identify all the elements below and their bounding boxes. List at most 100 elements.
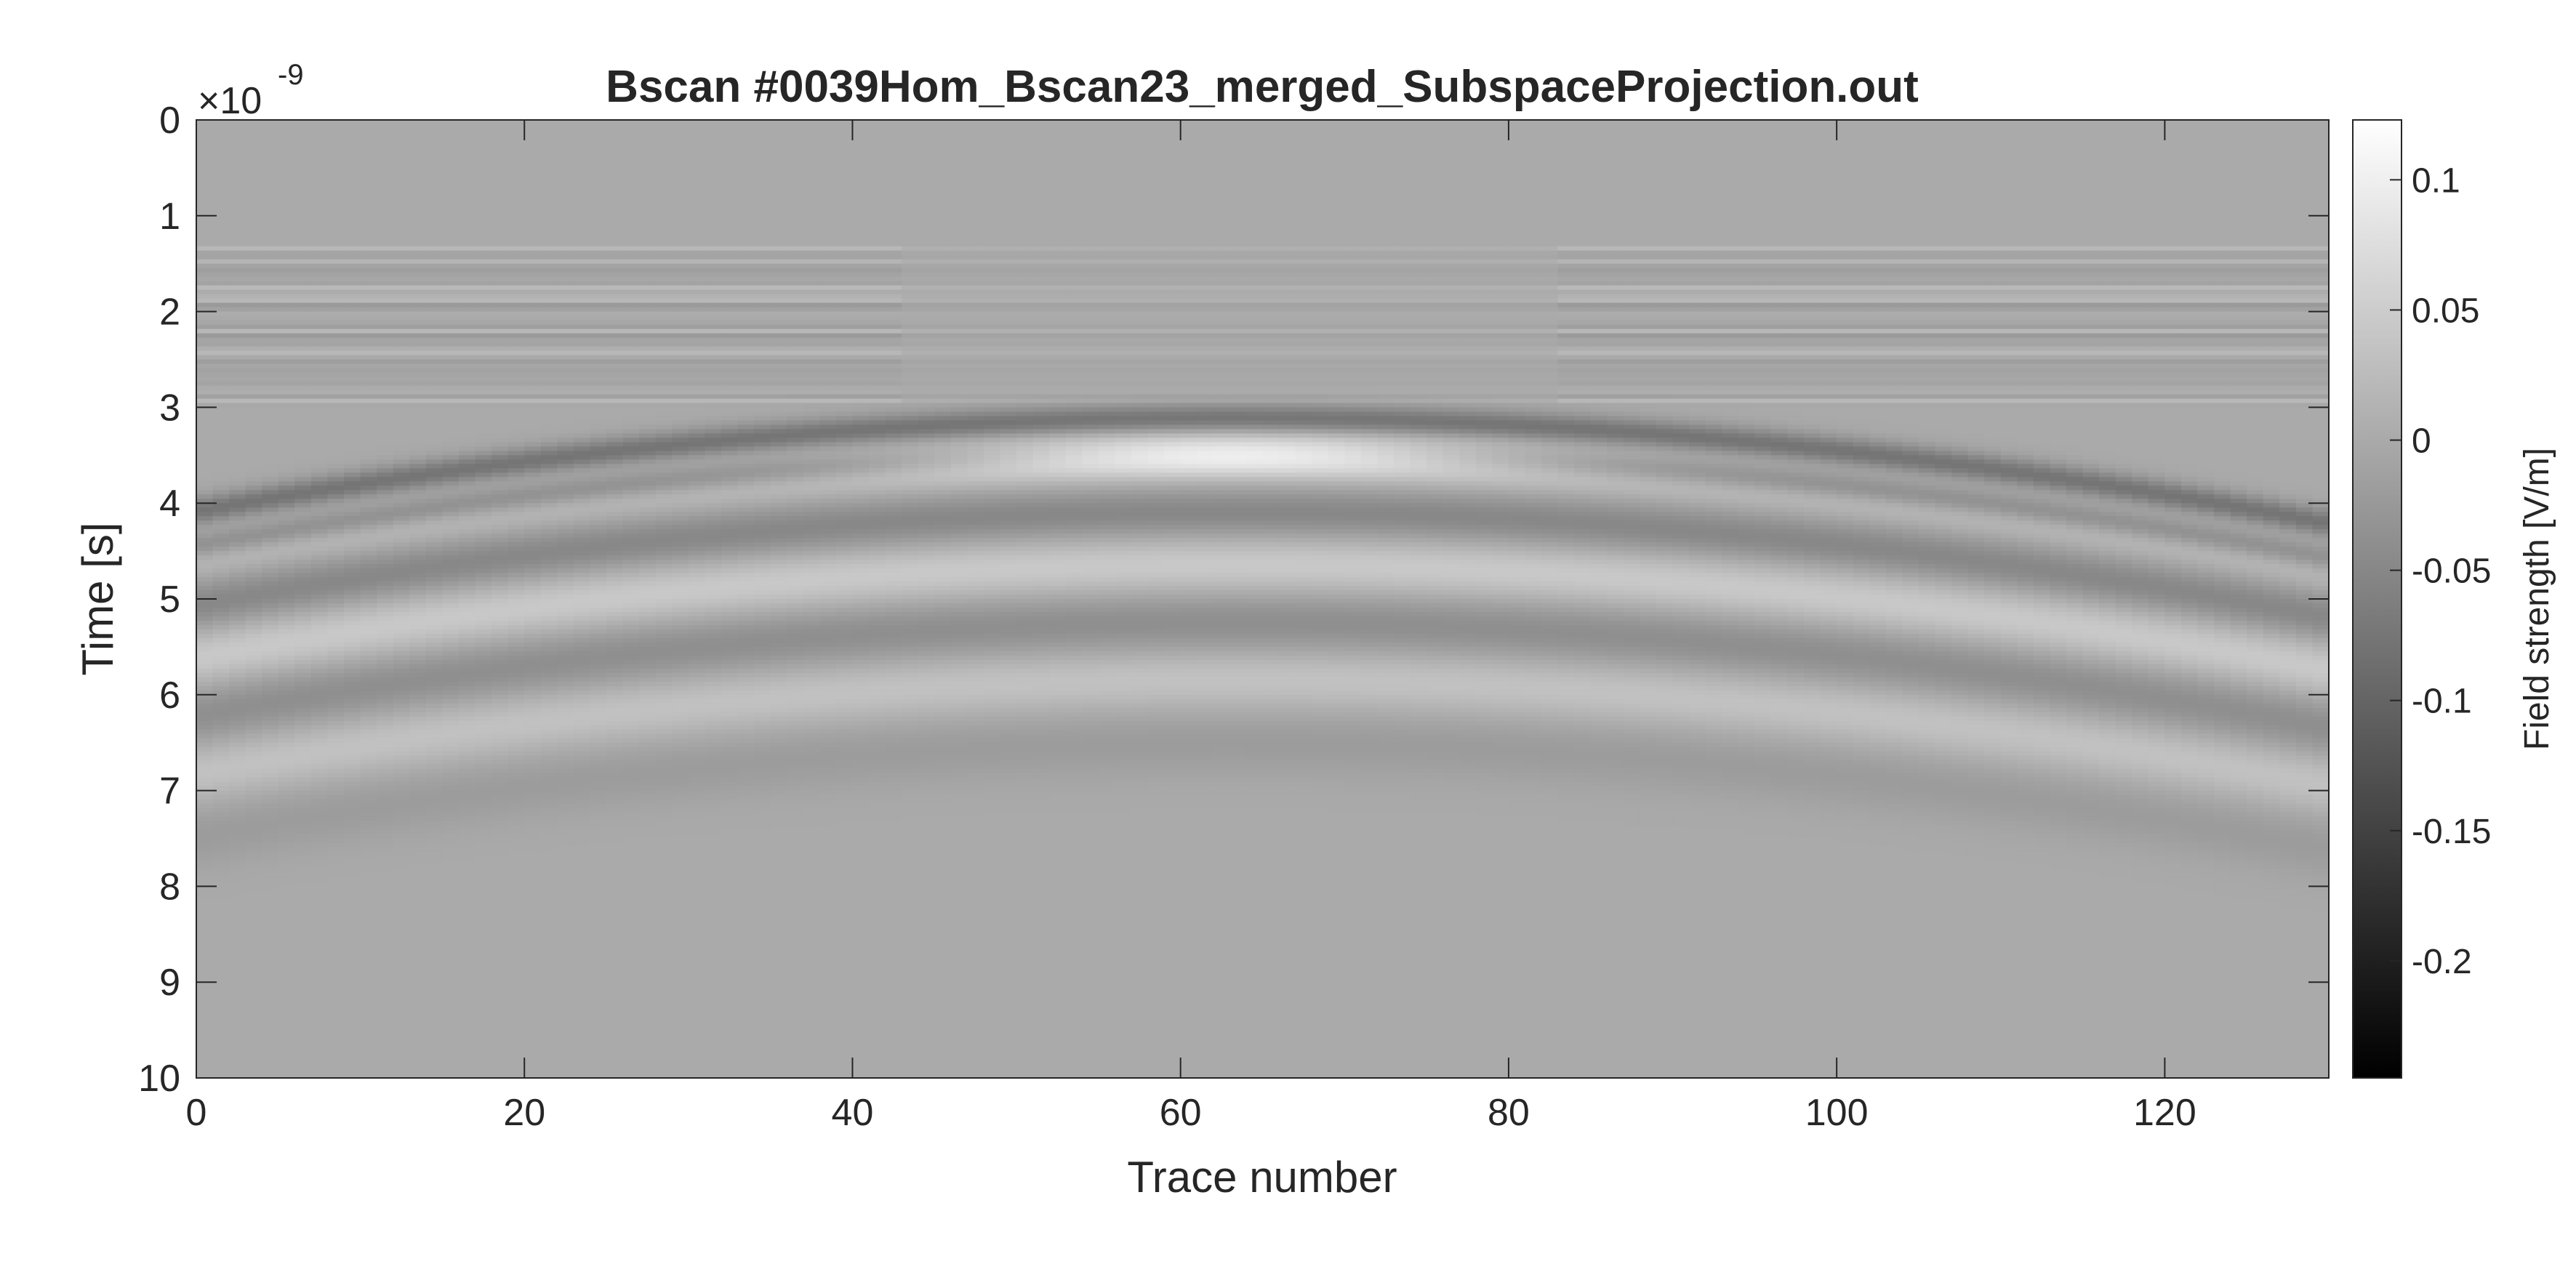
heatmap-cell xyxy=(294,137,312,142)
heatmap-cell xyxy=(294,1065,312,1070)
heatmap-cell xyxy=(229,1034,246,1039)
heatmap-cell xyxy=(377,394,394,400)
heatmap-cell xyxy=(557,742,574,748)
heatmap-cell xyxy=(524,995,542,1000)
heatmap-cell xyxy=(458,995,476,1000)
heatmap-cell xyxy=(442,991,460,996)
heatmap-cell xyxy=(360,150,377,156)
heatmap-cell xyxy=(409,777,427,783)
heatmap-cell xyxy=(196,206,214,212)
heatmap-cell xyxy=(377,560,394,565)
heatmap-cell xyxy=(409,908,427,914)
heatmap-cell xyxy=(360,193,377,199)
heatmap-cell xyxy=(475,547,492,552)
heatmap-cell xyxy=(212,472,230,478)
heatmap-cell xyxy=(360,903,377,909)
heatmap-cell xyxy=(425,377,444,382)
heatmap-cell xyxy=(475,860,492,866)
heatmap-cell xyxy=(327,464,345,470)
heatmap-cell xyxy=(245,193,263,199)
heatmap-cell xyxy=(442,150,460,156)
heatmap-cell xyxy=(409,821,427,826)
heatmap-cell xyxy=(212,577,230,582)
heatmap-cell xyxy=(278,285,296,291)
heatmap-cell xyxy=(425,646,444,652)
heatmap-cell xyxy=(393,1034,411,1039)
heatmap-cell xyxy=(278,729,296,735)
heatmap-cell xyxy=(212,241,230,247)
heatmap-cell xyxy=(442,838,460,844)
heatmap-cell xyxy=(344,499,361,504)
heatmap-cell xyxy=(310,180,329,186)
heatmap-cell xyxy=(360,555,377,560)
heatmap-cell xyxy=(377,790,394,796)
heatmap-cell xyxy=(294,581,312,587)
heatmap-cell xyxy=(393,808,411,813)
heatmap-cell xyxy=(344,507,361,512)
heatmap-cell xyxy=(327,1013,345,1018)
heatmap-cell xyxy=(278,603,296,608)
heatmap-cell xyxy=(327,263,345,269)
heatmap-cell xyxy=(458,629,476,635)
heatmap-cell xyxy=(442,595,460,600)
heatmap-cell xyxy=(327,564,345,569)
heatmap-cell xyxy=(458,716,476,722)
heatmap-cell xyxy=(409,890,427,896)
heatmap-cell xyxy=(327,1034,345,1039)
heatmap-cell xyxy=(262,751,279,757)
heatmap-cell xyxy=(294,595,312,600)
heatmap-cell xyxy=(262,681,279,687)
heatmap-cell xyxy=(360,917,377,922)
heatmap-cell xyxy=(425,302,444,308)
heatmap-cell xyxy=(196,220,214,225)
heatmap-cell xyxy=(196,973,214,979)
heatmap-cell xyxy=(475,320,492,326)
heatmap-cell xyxy=(491,180,509,186)
heatmap-cell xyxy=(310,525,329,530)
heatmap-cell xyxy=(458,433,476,439)
heatmap-cell xyxy=(393,611,411,617)
heatmap-cell xyxy=(262,167,279,173)
heatmap-cell xyxy=(245,751,263,757)
heatmap-cell xyxy=(278,886,296,892)
heatmap-cell xyxy=(557,215,574,221)
heatmap-cell xyxy=(310,564,329,569)
heatmap-cell xyxy=(360,551,377,556)
heatmap-cell xyxy=(491,1026,509,1031)
heatmap-cell xyxy=(294,590,312,595)
heatmap-cell xyxy=(540,534,558,539)
heatmap-cell xyxy=(557,124,574,129)
heatmap-cell xyxy=(360,568,377,573)
heatmap-cell xyxy=(458,394,476,400)
heatmap-cell xyxy=(262,224,279,230)
heatmap-cell xyxy=(524,259,542,265)
heatmap-cell xyxy=(245,999,263,1005)
heatmap-cell xyxy=(278,568,296,573)
heatmap-cell xyxy=(327,568,345,573)
heatmap-cell xyxy=(196,368,214,374)
heatmap-cell xyxy=(393,525,411,530)
heatmap-cell xyxy=(540,350,558,356)
heatmap-cell xyxy=(409,629,427,635)
heatmap-cell xyxy=(278,651,296,656)
heatmap-cell xyxy=(344,1034,361,1039)
heatmap-cell xyxy=(344,459,361,465)
heatmap-cell xyxy=(360,703,377,709)
heatmap-cell xyxy=(507,746,526,752)
heatmap-cell xyxy=(377,681,394,687)
heatmap-cell xyxy=(212,272,230,278)
heatmap-cell xyxy=(327,394,345,400)
heatmap-cell xyxy=(524,411,542,417)
heatmap-cell xyxy=(377,150,394,156)
heatmap-cell xyxy=(409,455,427,461)
heatmap-cell xyxy=(212,141,230,147)
heatmap-cell xyxy=(377,603,394,608)
heatmap-cell xyxy=(196,525,214,530)
heatmap-cell xyxy=(327,228,345,234)
heatmap-cell xyxy=(262,464,279,470)
heatmap-cell xyxy=(262,659,279,665)
heatmap-cell xyxy=(360,838,377,844)
heatmap-cell xyxy=(245,233,263,238)
heatmap-cell xyxy=(344,869,361,874)
heatmap-cell xyxy=(442,1017,460,1022)
